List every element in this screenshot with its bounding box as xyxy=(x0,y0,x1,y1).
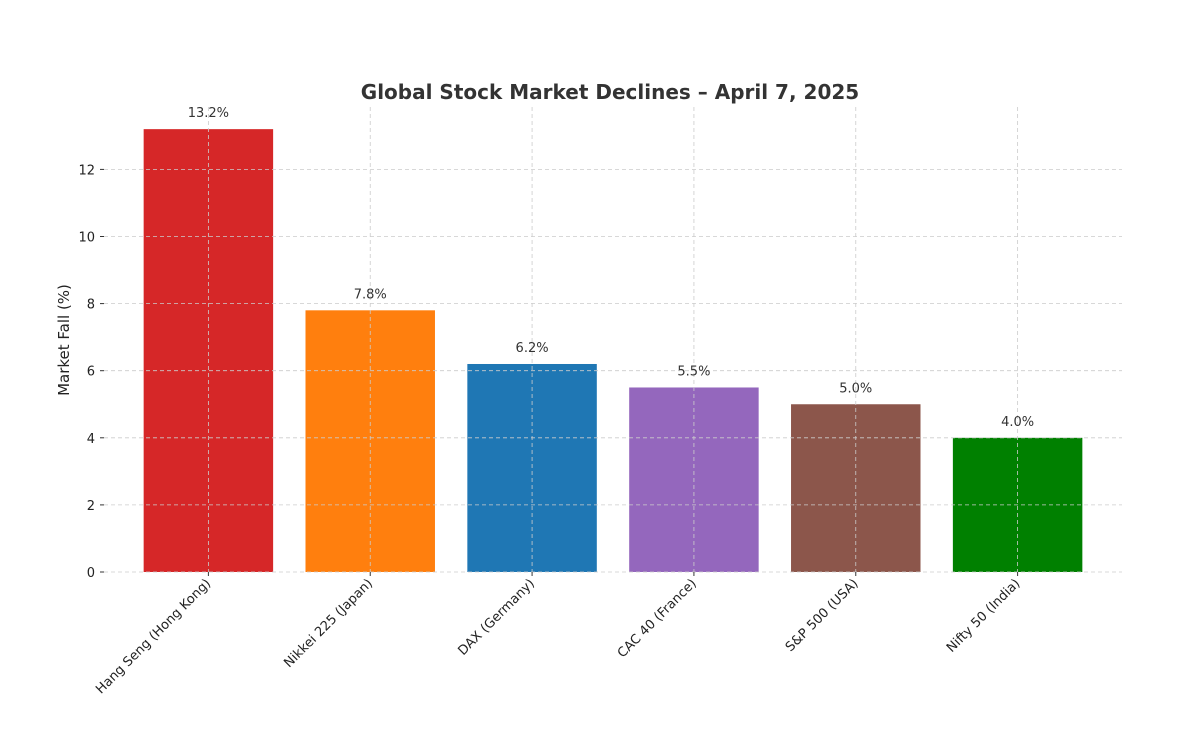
y-tick-label: 4 xyxy=(87,432,95,447)
x-tick-label: Nikkei 225 (Japan) xyxy=(281,576,376,671)
x-tick-label: CAC 40 (France) xyxy=(615,576,700,661)
data-label: 4.0% xyxy=(1001,415,1034,430)
bar xyxy=(305,310,435,572)
x-tick-label: S&P 500 (USA) xyxy=(783,576,862,655)
y-tick-label: 0 xyxy=(87,566,95,581)
data-label: 5.5% xyxy=(677,364,710,379)
chart-title: Global Stock Market Declines – April 7, … xyxy=(361,80,859,104)
y-tick-label: 6 xyxy=(87,365,95,380)
x-tick-label: DAX (Germany) xyxy=(455,576,537,658)
y-tick-label: 8 xyxy=(87,298,95,313)
data-label: 5.0% xyxy=(839,381,872,396)
x-tick-label: Nifty 50 (India) xyxy=(944,576,1023,655)
data-label: 13.2% xyxy=(188,106,229,121)
y-tick-label: 2 xyxy=(87,499,95,514)
y-tick-label: 12 xyxy=(78,163,95,178)
y-tick-label: 10 xyxy=(78,231,95,246)
data-label: 7.8% xyxy=(354,287,387,302)
data-label: 6.2% xyxy=(516,341,549,356)
bar xyxy=(143,129,274,572)
y-axis-label: Market Fall (%) xyxy=(55,284,73,396)
x-tick-label: Hang Seng (Hong Kong) xyxy=(93,576,214,697)
